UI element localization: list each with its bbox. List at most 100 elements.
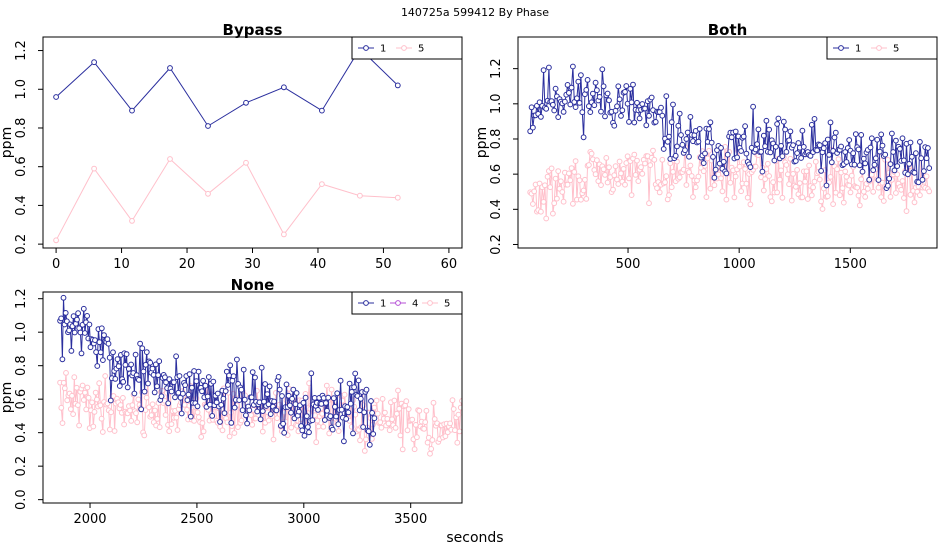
data-point <box>598 182 604 189</box>
data-point <box>276 401 283 408</box>
data-point <box>909 153 915 160</box>
data-point <box>80 305 87 312</box>
data-point <box>551 107 558 114</box>
data-point <box>373 397 380 404</box>
x-tick-label: 3500 <box>394 512 427 527</box>
data-point <box>129 107 135 114</box>
series-1 <box>57 294 378 448</box>
data-point <box>832 189 839 196</box>
data-point <box>764 160 771 167</box>
data-point <box>784 171 791 178</box>
data-point <box>341 438 347 445</box>
data-point <box>129 218 135 224</box>
data-point <box>874 136 881 143</box>
data-point <box>566 170 572 177</box>
x-tick-label: 1000 <box>723 257 756 272</box>
data-point <box>559 189 566 195</box>
data-point <box>374 410 381 417</box>
data-point <box>62 310 69 316</box>
data-point <box>720 158 727 165</box>
data-point <box>814 147 820 154</box>
data-point <box>142 361 149 368</box>
data-point <box>775 115 782 122</box>
legend-label: 5 <box>418 44 424 55</box>
data-point <box>281 84 287 91</box>
data-point <box>792 183 799 190</box>
data-point <box>595 178 602 185</box>
data-point <box>315 407 321 413</box>
data-point <box>790 171 796 177</box>
data-point <box>335 428 342 435</box>
data-point <box>137 340 144 347</box>
data-point <box>527 128 534 135</box>
data-point <box>879 142 886 149</box>
data-point <box>128 418 135 424</box>
data-point <box>567 101 574 108</box>
data-point <box>319 181 325 188</box>
data-point <box>226 433 233 440</box>
x-tick-label: 30 <box>244 257 261 272</box>
data-point <box>252 374 258 381</box>
data-point <box>147 359 154 366</box>
data-point <box>191 418 198 424</box>
data-point <box>659 156 666 163</box>
x-tick-label: 0 <box>52 257 60 272</box>
data-point <box>243 159 249 166</box>
y-tick-label: 0.4 <box>489 199 504 220</box>
data-point <box>323 382 330 389</box>
data-point <box>872 155 879 162</box>
data-point <box>171 379 177 386</box>
data-point <box>743 150 750 157</box>
data-point <box>67 406 74 413</box>
data-point <box>776 176 783 183</box>
data-point <box>227 362 234 369</box>
data-point <box>301 432 308 439</box>
data-point <box>634 99 640 106</box>
data-point <box>576 100 583 106</box>
data-point <box>786 137 792 144</box>
data-point <box>313 439 320 446</box>
data-point <box>831 134 838 141</box>
data-point <box>901 157 907 164</box>
data-point <box>156 358 163 365</box>
data-point <box>824 193 831 200</box>
y-axis-label: ppm <box>474 127 490 158</box>
data-point <box>289 395 296 402</box>
x-tick-label: 40 <box>310 257 327 272</box>
data-point <box>626 175 632 182</box>
data-point <box>457 404 462 411</box>
y-tick-label: 0.6 <box>14 389 29 410</box>
series-line-5 <box>55 158 398 241</box>
data-point <box>670 169 676 175</box>
data-point <box>265 417 272 424</box>
data-point <box>858 132 865 138</box>
data-point <box>639 170 646 177</box>
data-point <box>750 103 756 110</box>
data-point <box>243 99 249 106</box>
legend: 1 4 5 <box>351 291 463 315</box>
data-point <box>906 161 913 167</box>
data-point <box>732 128 739 135</box>
data-point <box>199 420 206 426</box>
data-point <box>917 139 923 145</box>
data-point <box>926 188 933 195</box>
data-point <box>173 353 180 360</box>
data-point <box>600 166 607 173</box>
data-point <box>811 116 818 122</box>
data-point <box>280 420 287 427</box>
data-point <box>839 185 846 192</box>
data-point <box>296 408 302 415</box>
data-point <box>868 171 875 178</box>
data-point <box>890 149 897 155</box>
data-point <box>846 182 853 189</box>
data-point <box>96 339 103 346</box>
data-point <box>738 148 744 154</box>
y-tick-label: 1.2 <box>489 58 504 79</box>
data-point <box>449 397 456 404</box>
data-point <box>622 89 628 95</box>
data-point <box>363 436 369 443</box>
data-point <box>546 64 552 71</box>
data-point <box>555 168 562 175</box>
y-tick-label: 0.4 <box>14 195 29 216</box>
data-point <box>700 160 707 167</box>
